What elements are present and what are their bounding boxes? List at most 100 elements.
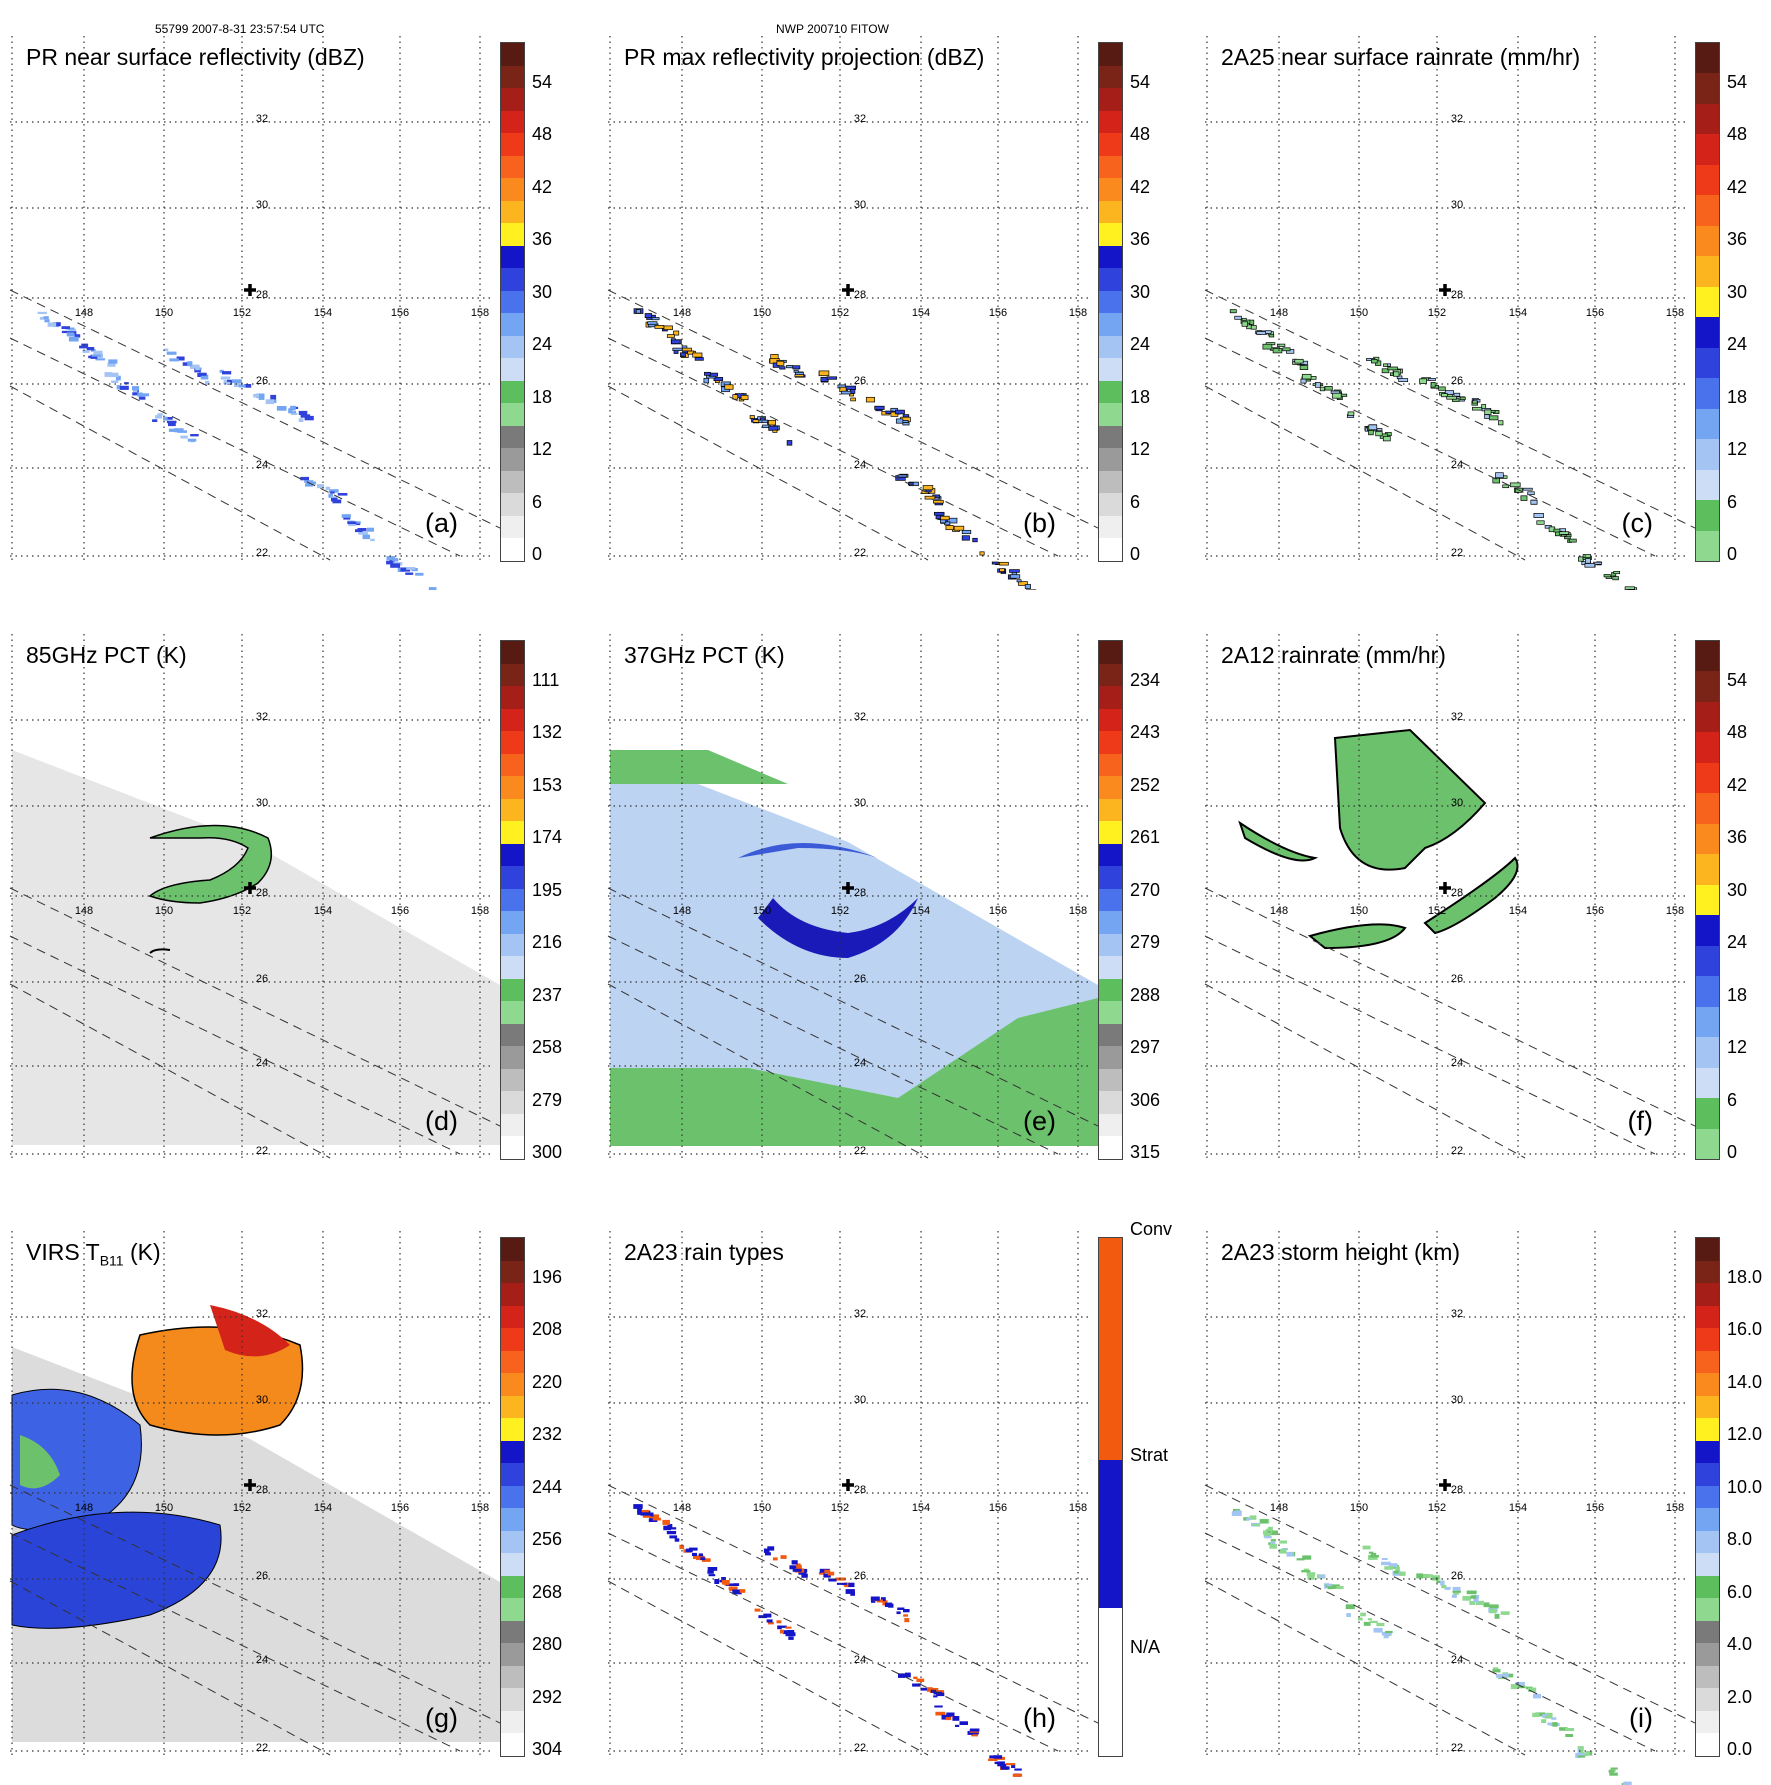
colorbar-swatch <box>1099 934 1122 957</box>
rain-pixel <box>1251 326 1256 330</box>
rain-pixel <box>933 501 943 504</box>
rain-pixel <box>1552 1722 1557 1727</box>
rain-pixel <box>180 436 187 439</box>
lon-label: 158 <box>1666 905 1684 917</box>
lon-label: 152 <box>233 1502 251 1514</box>
colorbar-tick-label: 237 <box>532 986 562 1004</box>
colorbar-tick-label: 280 <box>532 1635 562 1653</box>
panel-title-c: 2A25 near surface rainrate (mm/hr) <box>1221 44 1580 71</box>
colorbar-tick-label: 208 <box>532 1320 562 1338</box>
rain-pixel <box>266 399 275 404</box>
lat-label: 30 <box>1451 1394 1463 1406</box>
lon-label: 150 <box>1350 307 1368 319</box>
colorbar-tick-label: 0 <box>1727 1143 1737 1161</box>
rain-pixel <box>190 434 199 436</box>
rain-pixel <box>1394 1571 1399 1574</box>
panel-title-b: PR max reflectivity projection (dBZ) <box>624 44 984 71</box>
rain-pixel <box>326 487 331 490</box>
swath-inner-edge <box>608 1533 1058 1751</box>
lat-label: 22 <box>1451 547 1463 559</box>
colorbar-tick-label: 234 <box>1130 671 1160 689</box>
lon-label: 148 <box>673 307 691 319</box>
rain-pixel <box>714 1579 719 1584</box>
colorbar-tick-label: 24 <box>1727 335 1747 353</box>
lat-label: 28 <box>256 1484 268 1496</box>
colorbar-swatch <box>1099 1024 1122 1047</box>
colorbar-tick-label: 306 <box>1130 1091 1160 1109</box>
rain-pixel <box>793 366 800 369</box>
colorbar-tick-label: 304 <box>532 1740 562 1758</box>
lon-label: 152 <box>233 307 251 319</box>
colorbar-swatch <box>1696 1508 1719 1531</box>
colorbar-tick-label: 18 <box>532 388 552 406</box>
colorbar-swatch <box>1696 1007 1719 1037</box>
lat-label: 24 <box>1451 459 1463 471</box>
colorbar-tick-label: 270 <box>1130 881 1160 899</box>
colorbar-swatch <box>1696 500 1719 530</box>
rain-pixel <box>642 1510 649 1512</box>
colorbar-swatch <box>1099 516 1122 539</box>
rain-pixel <box>1000 569 1005 572</box>
rain-pixel <box>667 335 674 338</box>
colorbar-tick-label: 12 <box>1727 440 1747 458</box>
colorbar-swatch <box>1696 165 1719 195</box>
rain-pixel <box>1382 1558 1388 1560</box>
colorbar-tick-label: 292 <box>532 1688 562 1706</box>
rain-pixel <box>1013 1774 1022 1777</box>
lat-label: 32 <box>854 711 866 723</box>
rain-pixel <box>1510 483 1520 487</box>
rain-pixel <box>916 1679 924 1682</box>
lon-label: 154 <box>912 905 930 917</box>
lat-label: 22 <box>854 1145 866 1157</box>
colorbar-tick-label: 261 <box>1130 828 1160 846</box>
lon-label: 148 <box>1270 905 1288 917</box>
rain-pixel <box>663 1526 671 1531</box>
rain-pixel <box>895 410 904 414</box>
colorbar-tick-label: 18 <box>1727 388 1747 406</box>
rain-pixel <box>1300 366 1308 370</box>
colorbar-swatch <box>1099 641 1122 664</box>
colorbar-swatch <box>1696 1238 1719 1261</box>
rain-pixel <box>988 1759 997 1762</box>
lat-label: 22 <box>256 547 268 559</box>
colorbar-swatch <box>1696 317 1719 347</box>
colorbar-tick-label: 12 <box>1727 1038 1747 1056</box>
rain-pixel <box>299 418 304 422</box>
colorbar-a <box>500 42 525 562</box>
colorbar-swatch <box>1099 844 1122 867</box>
colorbar-swatch <box>501 799 524 822</box>
rain-pixel <box>970 1729 979 1732</box>
rain-pixel <box>1242 322 1248 327</box>
rain-pixel <box>1454 393 1460 396</box>
rain-pixel <box>653 1518 661 1521</box>
rain-pixel <box>759 420 768 423</box>
rain-pixel <box>1025 585 1030 589</box>
colorbar-tick-label: 279 <box>1130 933 1160 951</box>
colorbar-swatch <box>1099 403 1122 426</box>
swath-edge-north <box>1205 1485 1695 1723</box>
rain-pixel <box>699 1553 703 1556</box>
colorbar-swatch <box>501 1069 524 1092</box>
rain-pixel <box>725 385 733 390</box>
rain-pixel <box>1452 1595 1457 1598</box>
colorbar-swatch <box>501 1508 524 1531</box>
colorbar-tick-label: 288 <box>1130 986 1160 1004</box>
rain-pixel <box>1493 1667 1499 1669</box>
title-text: 2A25 near surface rainrate (mm/hr) <box>1221 44 1580 70</box>
lon-label: 156 <box>391 307 409 319</box>
lat-label: 24 <box>854 459 866 471</box>
colorbar-tick-label: 0.0 <box>1727 1740 1752 1758</box>
colorbar-swatch <box>1696 763 1719 793</box>
colorbar-swatch <box>1696 976 1719 1006</box>
colorbar-swatch <box>1099 291 1122 314</box>
colorbar-swatch <box>1696 1666 1719 1689</box>
colorbar-swatch <box>1696 1306 1719 1329</box>
lon-label: 154 <box>1509 905 1527 917</box>
rain-pixel <box>1501 1611 1510 1615</box>
title-subscript: B11 <box>100 1253 124 1269</box>
rain-pixel <box>1569 539 1576 542</box>
lat-label: 26 <box>854 1570 866 1582</box>
